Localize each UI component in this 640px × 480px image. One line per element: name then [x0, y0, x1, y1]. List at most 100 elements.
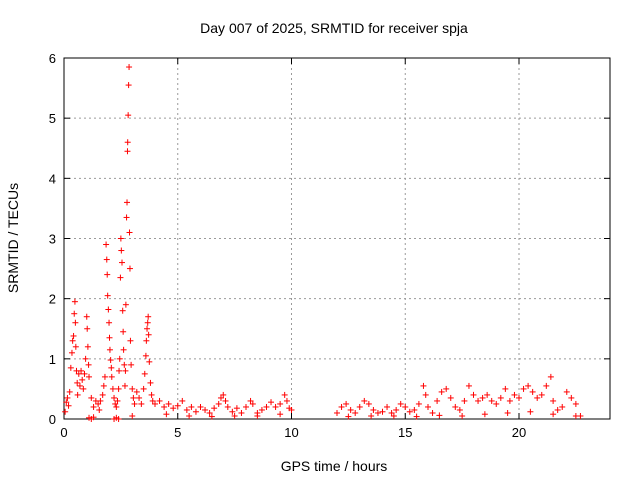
data-point [141, 370, 148, 377]
data-point [125, 82, 132, 89]
data-point [123, 214, 130, 221]
data-point [75, 370, 82, 377]
data-point [402, 403, 409, 410]
data-point [520, 385, 527, 392]
data-point [215, 400, 222, 407]
data-point [119, 307, 126, 314]
data-point [133, 388, 140, 395]
data-point [504, 409, 511, 416]
data-point [86, 373, 93, 380]
data-point [121, 361, 128, 368]
data-point [100, 382, 107, 389]
data-point [343, 400, 350, 407]
data-point [96, 406, 103, 413]
data-point [572, 412, 579, 419]
data-point [128, 361, 135, 368]
data-point [70, 332, 77, 339]
data-point [67, 364, 74, 371]
data-point [174, 402, 181, 409]
data-point [104, 292, 111, 299]
data-point [429, 409, 436, 416]
data-point [470, 391, 477, 398]
data-point [126, 229, 133, 236]
data-point [116, 355, 123, 362]
data-point [95, 400, 102, 407]
data-point [436, 412, 443, 419]
data-point [82, 355, 89, 362]
data-point [258, 406, 265, 413]
data-point [124, 199, 131, 206]
data-point [122, 301, 129, 308]
data-point [206, 409, 213, 416]
data-point [65, 402, 72, 409]
y-tick-label: 1 [49, 352, 56, 367]
data-point [140, 385, 147, 392]
data-point [142, 352, 149, 359]
data-point [202, 406, 209, 413]
data-point [156, 397, 163, 404]
data-point [456, 406, 463, 413]
data-point [554, 406, 561, 413]
data-point [338, 403, 345, 410]
x-tick-label: 15 [398, 425, 412, 440]
data-point [334, 409, 340, 416]
data-point [121, 382, 128, 389]
data-point [104, 271, 111, 278]
data-point [397, 400, 404, 407]
data-point [415, 400, 422, 407]
data-point [352, 409, 359, 416]
data-point [488, 397, 495, 404]
data-point [90, 403, 97, 410]
data-point [447, 394, 454, 401]
data-point [283, 397, 290, 404]
x-tick-label: 20 [512, 425, 526, 440]
data-point [130, 394, 137, 401]
data-point [72, 319, 79, 326]
data-point [170, 405, 177, 412]
data-point [71, 310, 78, 317]
data-point [288, 406, 295, 413]
data-point [97, 397, 104, 404]
data-point [422, 391, 429, 398]
data-point [106, 346, 113, 353]
data-point [390, 412, 397, 419]
data-point [179, 397, 186, 404]
data-point [145, 331, 152, 338]
data-point [144, 319, 151, 326]
data-point [116, 367, 123, 374]
data-point [543, 382, 550, 389]
data-point [106, 334, 113, 341]
data-point [374, 409, 381, 416]
data-point [79, 376, 86, 383]
data-point [247, 397, 254, 404]
data-point [406, 408, 413, 415]
data-point [78, 367, 85, 374]
data-point [229, 408, 236, 415]
data-point [459, 412, 466, 419]
data-point [277, 400, 284, 407]
data-point [249, 400, 256, 407]
data-point [120, 328, 127, 335]
data-point [272, 403, 279, 410]
data-point [222, 397, 229, 404]
data-point [434, 397, 441, 404]
data-point [72, 343, 79, 350]
data-point [411, 406, 418, 413]
data-point [550, 411, 557, 418]
data-point [108, 364, 115, 371]
data-point [475, 397, 482, 404]
data-point [117, 274, 124, 281]
data-point [361, 397, 368, 404]
data-point [393, 406, 400, 413]
data-point [113, 403, 120, 410]
data-point [103, 256, 110, 263]
data-point [129, 385, 136, 392]
data-point [379, 408, 386, 415]
data-point [413, 413, 420, 420]
data-point [461, 397, 468, 404]
data-point [268, 399, 275, 406]
data-points [62, 64, 584, 422]
data-point [74, 379, 81, 386]
data-point [208, 413, 215, 420]
